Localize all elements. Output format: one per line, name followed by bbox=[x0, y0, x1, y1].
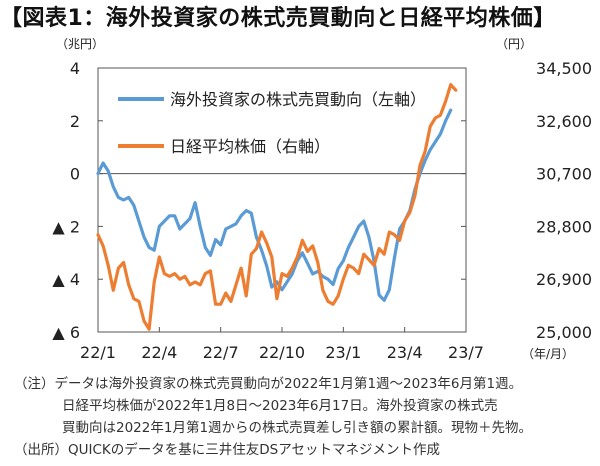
left-tick-label: ▲ 6 bbox=[52, 323, 80, 342]
right-tick-label: 26,900 bbox=[536, 270, 592, 289]
chart: 4 2 0 ▲ 2 ▲ 4 ▲ 6 （兆円） 34,500 32,600 30,700 28,800… bbox=[52, 37, 592, 362]
nikkei-line bbox=[96, 83, 458, 331]
x-tick-label: 23/4 bbox=[387, 343, 423, 362]
x-tick-label: 22/10 bbox=[259, 343, 305, 362]
left-tick-label: ▲ 2 bbox=[52, 217, 80, 236]
legend-label: 日経平均株価（右軸） bbox=[170, 137, 330, 156]
left-axis-unit: （兆円） bbox=[56, 37, 104, 51]
legend-label: 海外投資家の株式売買動向（左軸） bbox=[170, 90, 426, 109]
right-tick-label: 34,500 bbox=[536, 59, 592, 78]
x-tick-label: 22/7 bbox=[203, 343, 239, 362]
x-tick-label: 23/1 bbox=[325, 343, 361, 362]
left-tick-label: 4 bbox=[70, 59, 80, 78]
note-line: 日経平均株価が2022年1月8日～2023年6月17日。海外投資家の株式売 bbox=[62, 398, 498, 414]
right-axis-unit: （円） bbox=[496, 37, 532, 51]
x-tick-label: 22/4 bbox=[141, 343, 177, 362]
right-tick-label: 32,600 bbox=[536, 112, 592, 131]
chart-notes: （注）データは海外投資家の株式売買動向が2022年1月第1週～2023年6月第1… bbox=[14, 373, 594, 461]
source-line: （出所）QUICKのデータを基に三井住友DSアセットマネジメント作成 bbox=[14, 442, 440, 458]
right-tick-label: 25,000 bbox=[536, 323, 592, 342]
x-tick-label: 23/7 bbox=[448, 343, 484, 362]
left-tick-label: 0 bbox=[70, 165, 80, 184]
chart-title: 【図表1：海外投資家の株式売買動向と日経平均株価】 bbox=[0, 6, 556, 31]
right-tick-label: 28,800 bbox=[536, 217, 592, 236]
note-line: 買動向は2022年1月第1週からの株式売買差し引き額の累計額。現物＋先物。 bbox=[62, 420, 533, 436]
x-axis-unit: （年/月） bbox=[522, 347, 574, 361]
left-tick-label: ▲ 4 bbox=[52, 270, 80, 289]
left-tick-label: 2 bbox=[70, 112, 80, 131]
note-line: （注）データは海外投資家の株式売買動向が2022年1月第1週～2023年6月第1… bbox=[14, 376, 523, 392]
right-tick-label: 30,700 bbox=[536, 165, 592, 184]
x-tick-label: 22/1 bbox=[80, 343, 116, 362]
